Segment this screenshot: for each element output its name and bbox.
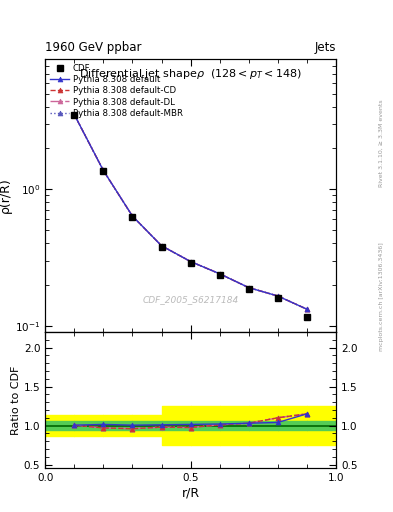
Pythia 8.308 default-DL: [130, 213, 135, 219]
Pythia 8.308 default-MBR: [188, 259, 193, 265]
Line: Pythia 8.308 default: Pythia 8.308 default: [72, 112, 309, 312]
Pythia 8.308 default-CD: [159, 243, 164, 249]
CDF: [275, 295, 280, 301]
Pythia 8.308 default-CD: [246, 285, 251, 291]
Pythia 8.308 default-MBR: [217, 271, 222, 277]
Pythia 8.308 default: [72, 112, 77, 118]
Pythia 8.308 default-DL: [275, 293, 280, 299]
Pythia 8.308 default-MBR: [275, 293, 280, 299]
Pythia 8.308 default-DL: [72, 112, 77, 118]
Pythia 8.308 default-MBR: [305, 306, 309, 312]
Pythia 8.308 default-CD: [305, 306, 309, 312]
Pythia 8.308 default-CD: [217, 271, 222, 277]
Line: Pythia 8.308 default-CD: Pythia 8.308 default-CD: [72, 112, 309, 312]
Text: Jets: Jets: [314, 41, 336, 54]
CDF: [101, 168, 106, 175]
Pythia 8.308 default-DL: [101, 167, 106, 174]
Pythia 8.308 default: [101, 167, 106, 174]
Pythia 8.308 default-DL: [305, 306, 309, 312]
Pythia 8.308 default: [246, 285, 251, 291]
Pythia 8.308 default-MBR: [159, 243, 164, 249]
Pythia 8.308 default: [305, 306, 309, 312]
CDF: [130, 214, 135, 220]
Text: mcplots.cern.ch [arXiv:1306.3436]: mcplots.cern.ch [arXiv:1306.3436]: [379, 243, 384, 351]
CDF: [188, 260, 193, 266]
Legend: CDF, Pythia 8.308 default, Pythia 8.308 default-CD, Pythia 8.308 default-DL, Pyt: CDF, Pythia 8.308 default, Pythia 8.308 …: [48, 61, 185, 120]
Pythia 8.308 default: [275, 293, 280, 299]
Text: Rivet 3.1.10, ≥ 3.3M events: Rivet 3.1.10, ≥ 3.3M events: [379, 99, 384, 187]
Pythia 8.308 default-CD: [72, 112, 77, 118]
CDF: [159, 244, 164, 250]
Pythia 8.308 default-CD: [101, 167, 106, 174]
Pythia 8.308 default: [159, 243, 164, 249]
Pythia 8.308 default-DL: [188, 259, 193, 265]
Pythia 8.308 default-DL: [246, 285, 251, 291]
Line: CDF: CDF: [71, 112, 310, 321]
Pythia 8.308 default-CD: [130, 213, 135, 219]
Pythia 8.308 default-CD: [188, 259, 193, 265]
Pythia 8.308 default: [188, 259, 193, 265]
CDF: [305, 314, 309, 321]
Y-axis label: Ratio to CDF: Ratio to CDF: [11, 366, 21, 435]
Text: Differential jet shape$\rho$  $(128 < p_T < 148)$: Differential jet shape$\rho$ $(128 < p_T…: [79, 67, 302, 81]
Pythia 8.308 default-DL: [159, 243, 164, 249]
CDF: [217, 272, 222, 278]
Pythia 8.308 default: [217, 271, 222, 277]
Pythia 8.308 default-MBR: [72, 112, 77, 118]
Pythia 8.308 default-MBR: [130, 213, 135, 219]
Pythia 8.308 default-MBR: [246, 285, 251, 291]
Text: 1960 GeV ppbar: 1960 GeV ppbar: [45, 41, 142, 54]
Y-axis label: ρ(r/R): ρ(r/R): [0, 178, 12, 214]
X-axis label: r/R: r/R: [182, 486, 200, 499]
Pythia 8.308 default-CD: [275, 293, 280, 299]
Pythia 8.308 default-MBR: [101, 167, 106, 174]
Line: Pythia 8.308 default-MBR: Pythia 8.308 default-MBR: [72, 112, 309, 312]
CDF: [72, 112, 77, 118]
Text: CDF_2005_S6217184: CDF_2005_S6217184: [143, 295, 239, 304]
CDF: [246, 286, 251, 292]
Pythia 8.308 default-DL: [217, 271, 222, 277]
Pythia 8.308 default: [130, 213, 135, 219]
Line: Pythia 8.308 default-DL: Pythia 8.308 default-DL: [72, 112, 309, 312]
